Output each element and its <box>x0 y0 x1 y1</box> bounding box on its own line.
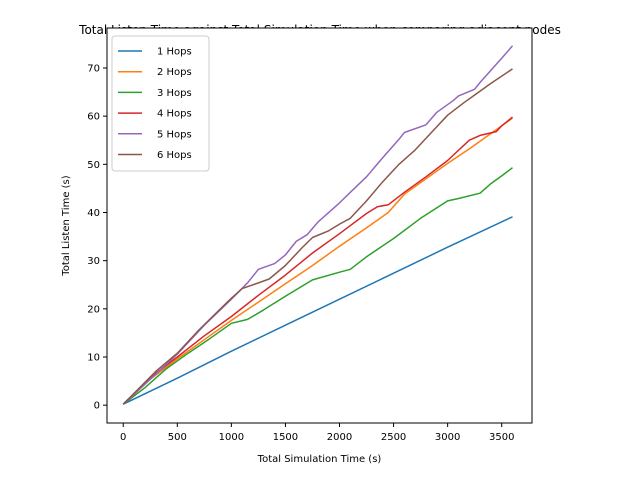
series-line-4 <box>122 116 513 405</box>
x-tick-label: 2000 <box>327 432 352 443</box>
legend-label-4: 4 Hops <box>157 109 192 120</box>
x-tick-label: 1500 <box>273 432 298 443</box>
x-tick-label: 3000 <box>435 432 460 443</box>
y-axis-ticks: 0 10 20 30 40 50 60 70 <box>87 63 107 412</box>
y-tick-label: 70 <box>87 63 100 74</box>
y-tick-label: 30 <box>87 256 100 267</box>
y-tick-label: 20 <box>87 304 100 315</box>
legend: 1 Hops 2 Hops 3 Hops 4 Hops 5 Hops 6 Hops <box>111 35 210 172</box>
x-tick-label: 1000 <box>219 432 244 443</box>
y-tick-label: 0 <box>94 401 100 412</box>
x-axis-ticks: 0 500 1000 1500 2000 2500 3000 3500 <box>120 423 514 443</box>
series-line-3 <box>122 167 513 405</box>
series-line-6 <box>122 68 513 405</box>
y-axis-label: Total Listen Time (s) <box>61 175 72 276</box>
y-tick-label: 60 <box>87 112 100 123</box>
y-tick-label: 40 <box>87 208 100 219</box>
x-tick-label: 500 <box>168 432 187 443</box>
legend-label-5: 5 Hops <box>157 129 192 140</box>
y-tick-label: 50 <box>87 160 100 171</box>
legend-label-3: 3 Hops <box>157 88 192 99</box>
series-group <box>122 45 514 405</box>
x-tick-label: 2500 <box>381 432 406 443</box>
legend-label-1: 1 Hops <box>157 47 192 58</box>
series-line-2 <box>122 117 513 405</box>
legend-box <box>111 35 210 172</box>
legend-label-6: 6 Hops <box>157 150 192 161</box>
series-line-1 <box>122 216 513 405</box>
legend-items: 1 Hops 2 Hops 3 Hops 4 Hops 5 Hops 6 Hops <box>118 47 192 161</box>
legend-label-2: 2 Hops <box>157 67 192 78</box>
x-tick-label: 3500 <box>489 432 514 443</box>
x-tick-label: 0 <box>120 432 126 443</box>
y-tick-label: 10 <box>87 353 100 364</box>
x-axis-label: Total Simulation Time (s) <box>257 454 382 465</box>
